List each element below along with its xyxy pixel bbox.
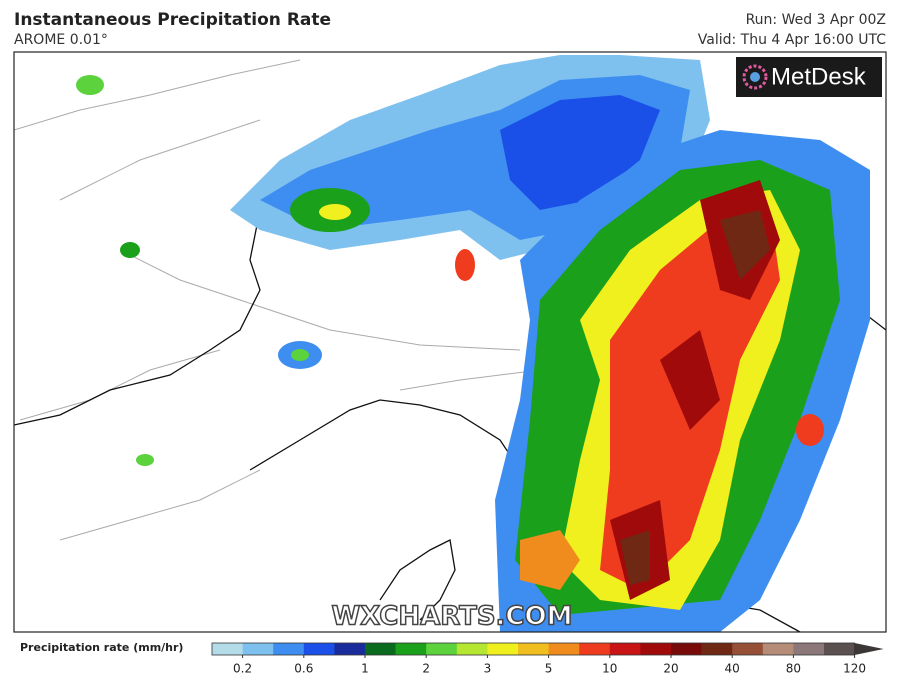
- map-frame: [13, 51, 887, 633]
- colorbar-segment: [579, 643, 611, 655]
- colorbar-segment: [242, 643, 274, 655]
- colorbar-segment: [701, 643, 733, 655]
- colorbar-label: 1: [361, 662, 369, 676]
- colorbar-label: 5: [545, 662, 553, 676]
- colorbar-segment: [671, 643, 702, 655]
- colorbar-segment: [273, 643, 305, 655]
- valid-time: Valid: Thu 4 Apr 16:00 UTC: [698, 32, 886, 48]
- colorbar-label: 3: [484, 662, 492, 676]
- colorbar-segment: [762, 643, 794, 655]
- colorbar-segment: [732, 643, 764, 655]
- colorbar-segment: [518, 643, 549, 655]
- colorbar-label: 20: [663, 662, 678, 676]
- colorbar-label: 2: [422, 662, 430, 676]
- subtitle: AROME 0.01°: [14, 32, 108, 48]
- colorbar: 0.2 0.6 1 2 3 5 10 20 40 80 120: [211, 642, 884, 676]
- logo-box: [736, 57, 882, 97]
- watermark: WXCHARTS.COM: [331, 602, 572, 632]
- colorbar-segment: [640, 643, 672, 655]
- colorbar-label: 0.6: [294, 662, 313, 676]
- colorbar-segment: [548, 643, 580, 655]
- colorbar-segment: [212, 643, 243, 655]
- colorbar-segment: [609, 643, 641, 655]
- colorbar-label: 80: [786, 662, 801, 676]
- colorbar-label: 120: [843, 662, 866, 676]
- colorbar-arrow: [854, 643, 884, 655]
- borders: [13, 59, 541, 541]
- title: Instantaneous Precipitation Rate: [14, 10, 331, 30]
- colorbar-segment: [395, 643, 427, 655]
- precipitation: [76, 55, 870, 632]
- legend-title: Precipitation rate (mm/hr): [20, 641, 183, 654]
- colorbar-segment: [793, 643, 825, 655]
- colorbar-segment: [303, 643, 335, 655]
- colorbar-segment: [824, 643, 855, 655]
- colorbar-frame: [211, 642, 855, 656]
- logo-icon: [742, 64, 768, 90]
- colorbar-label: 40: [725, 662, 740, 676]
- run-time: Run: Wed 3 Apr 00Z: [746, 12, 886, 28]
- colorbar-segment: [365, 643, 396, 655]
- logo: MetDesk: [771, 63, 867, 90]
- colorbar-label: 0.2: [233, 662, 252, 676]
- colorbar-segment: [487, 643, 519, 655]
- colorbar-segment: [334, 643, 366, 655]
- colorbar-label: 10: [602, 662, 617, 676]
- colorbar-segment: [456, 643, 488, 655]
- colorbar-segment: [426, 643, 458, 655]
- map: MetDesk WXCHARTS.COM: [13, 51, 887, 633]
